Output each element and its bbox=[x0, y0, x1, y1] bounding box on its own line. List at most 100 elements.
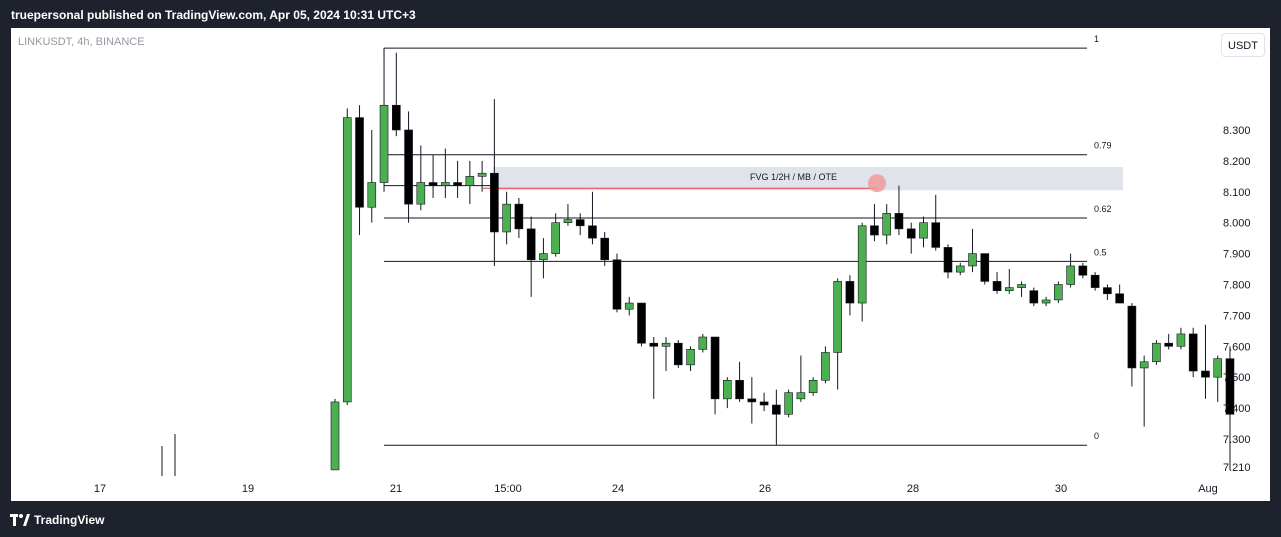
candle-body bbox=[1029, 290, 1039, 304]
candle-body bbox=[526, 228, 536, 261]
candle-body bbox=[441, 182, 450, 186]
publisher-bar: truepersonal published on TradingView.co… bbox=[0, 0, 1281, 28]
candle-body bbox=[490, 172, 499, 233]
candle-body bbox=[379, 104, 389, 183]
candle-body bbox=[563, 219, 573, 223]
candle-body bbox=[772, 404, 781, 415]
candle-body bbox=[747, 398, 757, 403]
candle-body bbox=[821, 352, 830, 381]
candle-body bbox=[1164, 342, 1173, 347]
fib-level-label: 0.79 bbox=[1094, 141, 1112, 151]
time-tick-label: 30 bbox=[1055, 483, 1067, 495]
fib-level-label: 0.5 bbox=[1094, 247, 1107, 257]
chart-panel[interactable]: 10.790.7050.620.50 FVG 1/2H / MB / OTE 8… bbox=[11, 28, 1270, 501]
candle-body bbox=[882, 213, 892, 236]
candle-body bbox=[955, 265, 965, 273]
candle-body bbox=[1017, 284, 1026, 288]
time-tick-label: 21 bbox=[390, 483, 402, 495]
candle-body bbox=[1078, 265, 1088, 276]
candle-body bbox=[1152, 342, 1161, 363]
time-tick-label: 19 bbox=[242, 483, 254, 495]
candle-body bbox=[1041, 299, 1051, 304]
candle-body bbox=[453, 182, 462, 186]
brand-name: TradingView bbox=[34, 513, 105, 527]
candle-body bbox=[673, 342, 683, 366]
candle-body bbox=[833, 281, 842, 353]
candle-body bbox=[968, 253, 977, 267]
candle-body bbox=[355, 117, 364, 208]
candle-body bbox=[845, 281, 855, 304]
candle-body bbox=[600, 237, 610, 261]
candle-body bbox=[857, 225, 867, 304]
candle-body bbox=[477, 172, 487, 177]
candle-body bbox=[796, 392, 806, 400]
candle-body bbox=[686, 349, 695, 366]
candle-body bbox=[342, 117, 352, 403]
candle-body bbox=[870, 225, 879, 236]
time-tick-label: Aug bbox=[1198, 483, 1218, 495]
price-tick-label: 7.800 bbox=[1223, 279, 1251, 291]
tradingview-logo-icon bbox=[10, 514, 30, 526]
candle-body bbox=[502, 203, 511, 233]
candle-body bbox=[894, 213, 904, 230]
time-axis[interactable]: 17 19 21 15:00 24 26 28 30 Aug bbox=[94, 483, 1218, 495]
time-tick-label: 26 bbox=[759, 483, 771, 495]
candle-body bbox=[1090, 274, 1100, 288]
candle-body bbox=[759, 401, 769, 406]
candle-body bbox=[330, 401, 340, 471]
candle-body bbox=[588, 225, 597, 239]
candle-body bbox=[992, 281, 1002, 291]
currency-button[interactable]: USDT bbox=[1221, 33, 1265, 57]
time-tick-label: 15:00 bbox=[494, 483, 522, 495]
fvg-label: FVG 1/2H / MB / OTE bbox=[750, 172, 837, 182]
time-tick-label: 24 bbox=[612, 483, 624, 495]
candle-body bbox=[1225, 358, 1235, 415]
candle-body bbox=[637, 302, 646, 344]
candle-body bbox=[391, 104, 401, 131]
brand[interactable]: TradingView bbox=[10, 513, 104, 527]
candle-body bbox=[1115, 293, 1124, 304]
price-tick-label: 7.300 bbox=[1223, 434, 1251, 446]
candle-body bbox=[980, 253, 990, 282]
candle-body bbox=[612, 259, 622, 310]
candle-body bbox=[465, 176, 475, 186]
candle-body bbox=[1213, 358, 1223, 378]
candle-body bbox=[1054, 284, 1063, 301]
time-tick-label: 28 bbox=[907, 483, 919, 495]
price-axis[interactable]: 8.300 8.200 8.100 8.000 7.900 7.800 7.700 7.600… bbox=[1223, 125, 1251, 474]
fib-level-label: 0.62 bbox=[1094, 204, 1112, 214]
fibonacci-levels: 10.790.7050.620.50 bbox=[383, 34, 1117, 446]
price-tick-label: 7.400 bbox=[1223, 403, 1251, 415]
fib-level-label: 0 bbox=[1094, 431, 1099, 441]
price-tick-label: 8.100 bbox=[1223, 187, 1251, 199]
candle-body bbox=[1201, 370, 1210, 378]
candle-body bbox=[735, 379, 744, 400]
candle-body bbox=[1103, 287, 1112, 295]
price-tick-label: 8.300 bbox=[1223, 125, 1251, 137]
candle-body bbox=[723, 379, 732, 400]
candle-body bbox=[1139, 361, 1149, 369]
candles bbox=[161, 49, 1235, 476]
candle-body bbox=[931, 222, 941, 248]
fvg-zone: FVG 1/2H / MB / OTE bbox=[483, 167, 1123, 193]
candle-body bbox=[1188, 333, 1198, 372]
price-tick-label: 7.500 bbox=[1223, 372, 1251, 384]
candle-body bbox=[624, 302, 634, 310]
candle-body bbox=[575, 219, 585, 227]
candle-body bbox=[367, 182, 377, 208]
candle-body bbox=[539, 253, 548, 261]
candle-body bbox=[649, 342, 659, 347]
time-tick-label: 17 bbox=[94, 483, 106, 495]
candle-body bbox=[808, 379, 818, 393]
price-tick-label: 7.900 bbox=[1223, 249, 1251, 261]
candle-body bbox=[428, 182, 438, 186]
candle-body bbox=[710, 336, 720, 400]
candle-body bbox=[919, 222, 928, 239]
candle-body bbox=[698, 336, 708, 350]
candle-body bbox=[551, 222, 560, 254]
candlestick-chart[interactable]: 10.790.7050.620.50 FVG 1/2H / MB / OTE 8… bbox=[11, 28, 1270, 501]
publisher-text: truepersonal published on TradingView.co… bbox=[11, 8, 416, 22]
candle-body bbox=[1066, 265, 1075, 285]
candle-body bbox=[943, 247, 953, 273]
candle-body bbox=[1176, 333, 1186, 347]
